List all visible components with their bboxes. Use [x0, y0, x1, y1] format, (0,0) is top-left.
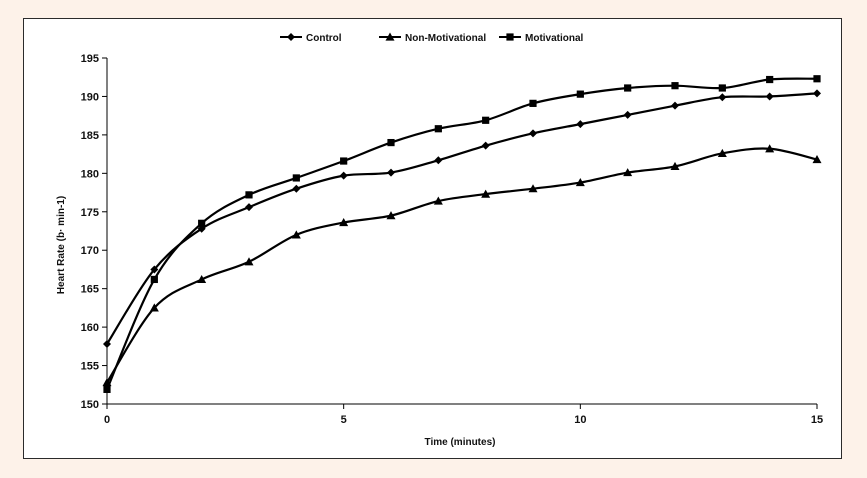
data-point-motivational [245, 191, 253, 199]
x-tick-label: 0 [104, 414, 110, 426]
data-point-control [292, 184, 301, 193]
data-point-control [434, 156, 443, 165]
data-point-non-motivational [244, 257, 254, 266]
data-point-control [813, 89, 821, 98]
data-point-motivational [529, 99, 537, 107]
data-point-control [481, 141, 490, 150]
data-point-non-motivational [528, 184, 538, 193]
data-point-motivational [576, 90, 584, 98]
data-point-non-motivational [765, 144, 775, 153]
legend-marker-non-motivational [385, 32, 395, 41]
legend-label-motivational: Motivational [525, 33, 584, 44]
data-point-non-motivational [149, 303, 159, 312]
data-point-motivational [624, 84, 632, 92]
y-tick-label: 165 [81, 284, 99, 296]
data-point-motivational [482, 116, 490, 124]
data-point-control [339, 171, 348, 180]
data-point-control [150, 265, 159, 274]
legend-item-motivational: Motivational [499, 33, 584, 44]
data-point-non-motivational [386, 211, 396, 220]
series-line-non-motivational [106, 147, 818, 384]
data-point-non-motivational [812, 154, 822, 164]
data-point-motivational [387, 138, 395, 147]
data-point-non-motivational [481, 189, 491, 198]
data-point-non-motivational [433, 196, 443, 205]
data-point-motivational [150, 275, 158, 284]
y-axis-title: Heart Rate (b· min-1) [56, 196, 67, 294]
data-point-control [576, 120, 585, 129]
series-line-control [106, 92, 818, 345]
data-point-non-motivational [717, 148, 727, 157]
y-tick-label: 150 [81, 399, 99, 411]
series-control [103, 89, 821, 349]
legend-item-control: Control [280, 33, 342, 44]
y-tick-label: 185 [81, 130, 99, 142]
data-point-motivational [103, 385, 111, 393]
y-tick-label: 195 [81, 53, 99, 65]
line-chart: 150 155 160 165 170 175 180 185 190 195 0 5 10 15 Con… [56, 32, 823, 448]
legend-marker-motivational [506, 33, 514, 41]
data-point-control [529, 129, 537, 138]
data-point-non-motivational [623, 168, 633, 177]
y-tick-label: 175 [81, 207, 99, 219]
data-point-control [718, 93, 727, 102]
data-point-non-motivational [339, 218, 349, 227]
legend-label-control: Control [306, 33, 342, 44]
data-point-non-motivational [670, 161, 680, 171]
legend-label-non-motivational: Non-Motivational [405, 33, 486, 44]
chart-frame: 150 155 160 165 170 175 180 185 190 195 0 5 10 15 Con… [23, 18, 842, 459]
data-point-control [765, 92, 774, 101]
data-point-non-motivational [575, 178, 585, 187]
data-point-non-motivational [197, 274, 207, 284]
x-tick-label: 10 [574, 414, 586, 426]
y-tick-label: 155 [81, 361, 99, 373]
data-point-motivational [340, 157, 348, 165]
data-point-control [623, 110, 632, 119]
data-point-non-motivational [291, 230, 301, 239]
data-point-control [387, 168, 395, 177]
series-motivational [103, 75, 821, 393]
x-axis-title: Time (minutes) [425, 437, 496, 448]
y-tick-label: 160 [81, 322, 99, 334]
series-line-motivational [105, 77, 818, 390]
y-tick-label: 190 [81, 91, 99, 103]
y-tick-label: 180 [81, 168, 99, 180]
data-point-motivational [718, 84, 726, 92]
series-non-motivational [102, 144, 822, 387]
x-tick-label: 15 [811, 414, 823, 426]
data-point-motivational [198, 219, 206, 227]
data-point-control [245, 203, 253, 212]
data-point-motivational [671, 82, 679, 90]
data-point-motivational [813, 75, 821, 83]
data-point-control [671, 101, 679, 110]
data-point-control [103, 340, 111, 349]
x-tick-label: 5 [341, 414, 347, 426]
data-point-motivational [292, 174, 300, 182]
legend-marker-control [287, 33, 295, 41]
y-tick-label: 170 [81, 245, 99, 257]
data-point-motivational [766, 75, 774, 84]
data-point-motivational [434, 125, 442, 133]
legend-item-non-motivational: Non-Motivational [379, 32, 486, 44]
